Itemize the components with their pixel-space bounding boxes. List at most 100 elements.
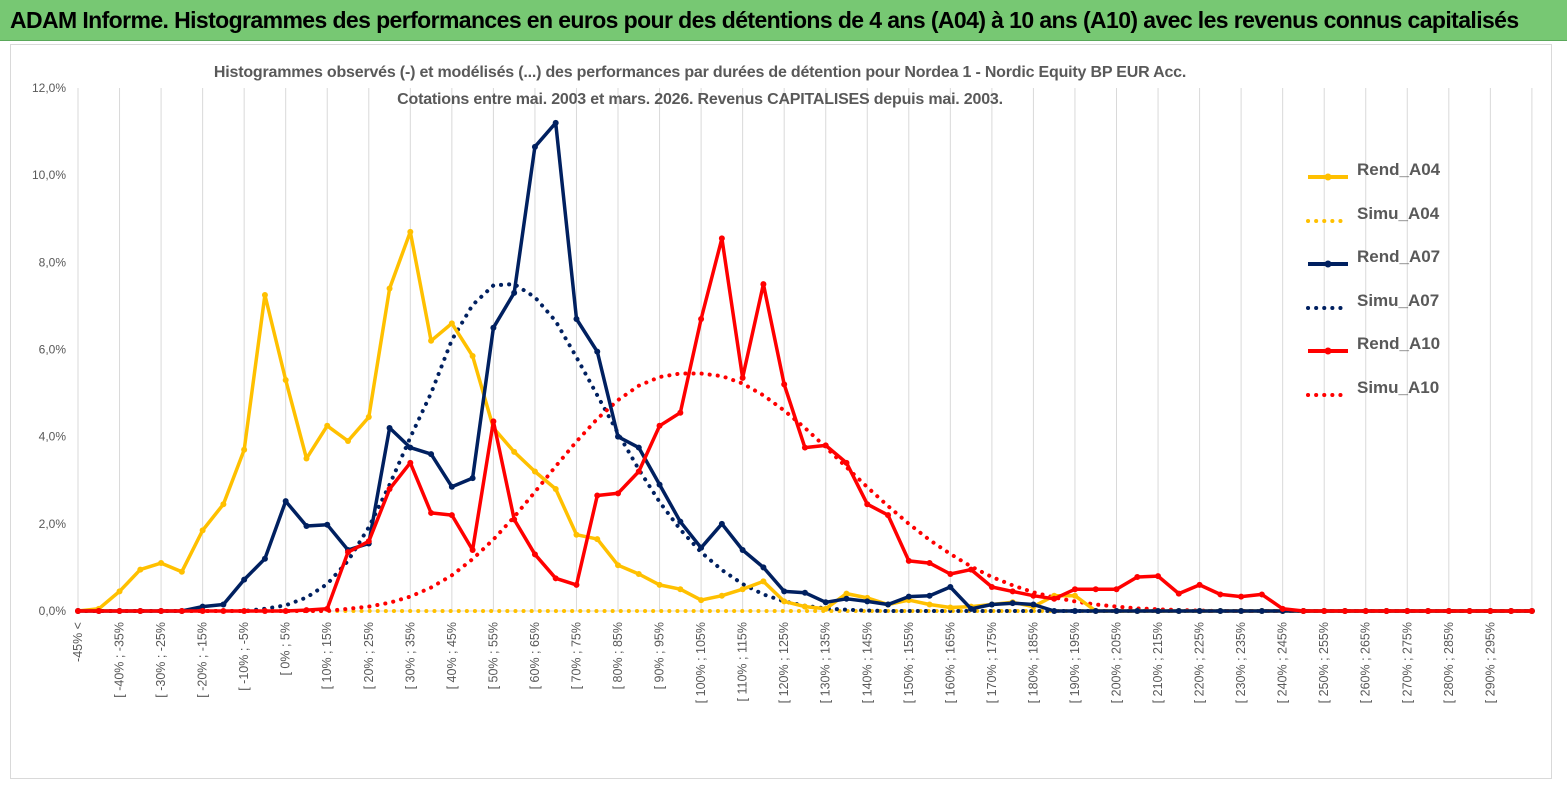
- data-point-rend-a10: [801, 444, 808, 451]
- data-point-rend-a10: [552, 575, 559, 582]
- data-point-rend-a10: [490, 418, 497, 425]
- data-point-rend-a07: [677, 518, 684, 525]
- x-tick-label: [ -10% ; -5%: [237, 622, 251, 691]
- data-point-rend-a10: [1425, 608, 1432, 614]
- data-point-rend-a10: [822, 442, 829, 449]
- data-point-rend-a04: [386, 285, 393, 292]
- data-point-rend-a04: [365, 414, 372, 421]
- data-point-rend-a07: [885, 601, 892, 608]
- data-point-rend-a10: [1528, 608, 1535, 614]
- x-tick-label: [ 130% ; 135%: [819, 622, 833, 703]
- data-point-rend-a10: [718, 235, 725, 242]
- data-point-rend-a10: [968, 566, 975, 573]
- data-point-rend-a07: [1134, 608, 1141, 614]
- data-point-rend-a07: [1196, 608, 1203, 614]
- data-point-rend-a04: [594, 536, 601, 543]
- data-point-rend-a07: [324, 521, 331, 528]
- data-point-rend-a10: [511, 516, 518, 523]
- data-point-rend-a07: [968, 605, 975, 612]
- data-point-rend-a10: [1341, 608, 1348, 614]
- x-tick-label: [ 220% ; 225%: [1193, 622, 1207, 703]
- data-point-rend-a04: [718, 592, 725, 599]
- x-axis-ticks: -45% < [ -40% ; -35% [ -30% ; -25% [ -20% ;…: [71, 622, 1497, 703]
- data-point-rend-a10: [95, 608, 102, 614]
- data-point-rend-a10: [303, 607, 310, 614]
- data-point-rend-a07: [1030, 601, 1037, 608]
- data-point-rend-a07: [1113, 608, 1120, 614]
- data-point-rend-a07: [1217, 608, 1224, 614]
- data-point-rend-a10: [615, 490, 622, 497]
- data-point-rend-a10: [1217, 591, 1224, 598]
- data-point-rend-a10: [531, 551, 538, 558]
- data-point-rend-a04: [469, 353, 476, 360]
- data-point-rend-a10: [1508, 608, 1515, 614]
- y-tick-label: 4,0%: [39, 430, 67, 444]
- series-line-simu-a10: [76, 371, 1534, 613]
- x-tick-label: [ 60% ; 65%: [528, 622, 542, 689]
- data-point-rend-a04: [178, 568, 185, 575]
- data-point-rend-a07: [511, 289, 518, 296]
- data-point-rend-a04: [615, 562, 622, 569]
- data-point-rend-a07: [220, 601, 227, 608]
- y-tick-label: 8,0%: [39, 255, 67, 269]
- data-point-rend-a04: [822, 605, 829, 612]
- data-point-rend-a10: [1155, 573, 1162, 580]
- data-point-rend-a04: [656, 581, 663, 588]
- data-point-rend-a07: [1155, 608, 1162, 614]
- data-point-rend-a07: [552, 119, 559, 126]
- data-point-rend-a07: [407, 444, 414, 451]
- data-point-rend-a10: [1092, 586, 1099, 593]
- data-point-rend-a10: [594, 492, 601, 499]
- data-point-rend-a07: [1238, 608, 1245, 614]
- data-point-rend-a07: [760, 564, 767, 571]
- data-point-rend-a04: [158, 560, 165, 567]
- x-tick-label: [ 70% ; 75%: [569, 622, 583, 689]
- data-point-rend-a10: [241, 608, 248, 614]
- data-point-rend-a10: [1175, 590, 1182, 597]
- data-point-rend-a07: [1051, 608, 1058, 614]
- y-tick-label: 6,0%: [39, 343, 67, 357]
- data-point-rend-a10: [1383, 608, 1390, 614]
- legend-item-rend-a10: Rend_A10: [1305, 334, 1505, 378]
- data-point-rend-a10: [739, 374, 746, 381]
- data-point-rend-a07: [469, 475, 476, 482]
- data-point-rend-a10: [864, 501, 871, 508]
- data-point-rend-a10: [677, 409, 684, 416]
- legend-swatch-simu-a07: [1306, 305, 1350, 310]
- x-tick-label: [ 100% ; 105%: [694, 622, 708, 703]
- data-point-rend-a04: [573, 531, 580, 538]
- data-point-rend-a10: [469, 546, 476, 553]
- x-tick-label: [ 270% ; 275%: [1400, 622, 1414, 703]
- data-point-rend-a07: [781, 588, 788, 595]
- x-tick-label: [ 240% ; 245%: [1276, 622, 1290, 703]
- data-point-rend-a04: [635, 570, 642, 577]
- data-point-rend-a07: [843, 595, 850, 602]
- legend-marker: [1324, 260, 1332, 268]
- data-point-rend-a10: [1445, 608, 1452, 614]
- data-point-rend-a04: [448, 320, 455, 327]
- data-point-rend-a10: [843, 459, 850, 466]
- x-tick-label: [ 160% ; 165%: [943, 622, 957, 703]
- data-point-rend-a07: [199, 603, 206, 610]
- x-tick-label: [ 140% ; 145%: [860, 622, 874, 703]
- data-point-rend-a04: [781, 598, 788, 605]
- data-point-rend-a10: [324, 605, 331, 612]
- data-point-rend-a10: [1487, 608, 1494, 614]
- data-point-rend-a10: [1466, 608, 1473, 614]
- data-point-rend-a04: [1071, 592, 1078, 599]
- data-point-rend-a10: [926, 560, 933, 567]
- data-point-rend-a10: [635, 468, 642, 475]
- data-point-rend-a10: [158, 608, 165, 614]
- y-tick-label: 10,0%: [32, 168, 66, 182]
- data-point-rend-a10: [282, 608, 289, 614]
- data-point-rend-a10: [386, 485, 393, 492]
- data-point-rend-a07: [386, 424, 393, 431]
- series-simu-a10: [76, 371, 1534, 613]
- data-point-rend-a04: [137, 566, 144, 573]
- data-point-rend-a07: [656, 481, 663, 488]
- data-point-rend-a04: [760, 578, 767, 585]
- data-point-rend-a07: [531, 143, 538, 150]
- data-point-rend-a10: [1404, 608, 1411, 614]
- legend-label-rend-a04: Rend_A04: [1357, 160, 1441, 179]
- data-point-rend-a07: [490, 324, 497, 331]
